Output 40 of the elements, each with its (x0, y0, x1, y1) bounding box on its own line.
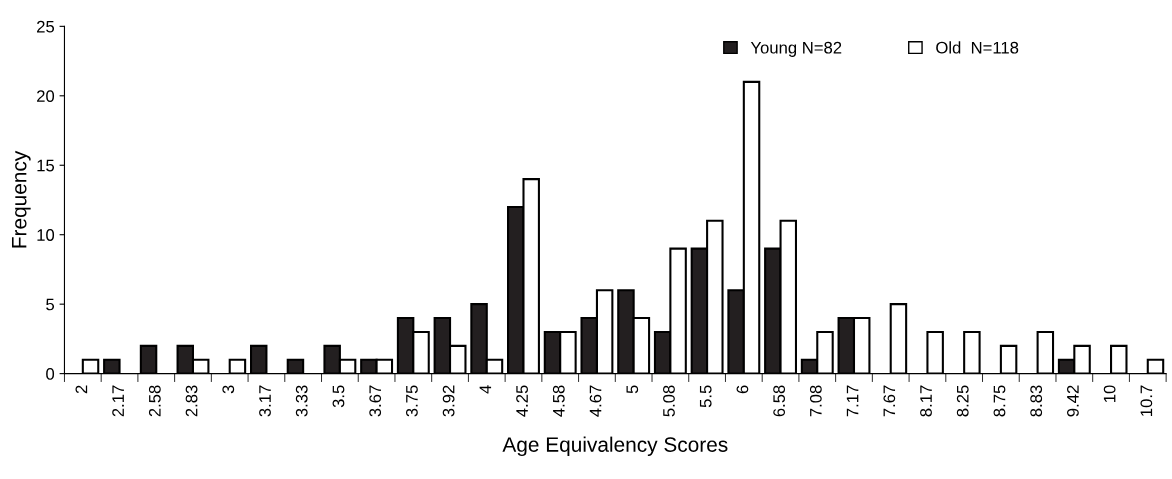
x-tick-label: 7.08 (809, 385, 822, 417)
x-tick-label: 10 (1103, 385, 1116, 402)
x-tick-label: 5.5 (699, 385, 712, 408)
x-tick-label: 10.7 (1140, 385, 1153, 416)
x-tick-label: 4.58 (552, 385, 565, 417)
x-axis-title: Age Equivalency Scores (502, 436, 728, 457)
x-tick-label: 2.17 (112, 385, 124, 417)
x-tick-label: 3.75 (406, 385, 418, 417)
x-tick-label: 8.75 (993, 385, 1006, 417)
x-tick-label: 2.58 (148, 385, 161, 417)
x-tick-label: 6 (736, 385, 749, 394)
legend-label: Old N=118 (936, 41, 1019, 54)
x-tick-label: 8.83 (1030, 385, 1043, 417)
x-tick-label: 3.33 (295, 385, 308, 417)
y-tick-label: 25 (37, 20, 55, 33)
y-tick-label: 10 (37, 229, 55, 241)
x-tick-label: 9.42 (1067, 385, 1079, 417)
x-tick-label: 6.58 (773, 385, 786, 417)
x-tick-label: 4.25 (516, 385, 528, 417)
y-tick-label: 15 (37, 159, 55, 172)
x-tick-label: 3 (222, 385, 235, 394)
x-tick-label: 2.83 (185, 385, 198, 417)
y-tick-label: 0 (46, 368, 55, 380)
x-tick-label: 7.17 (846, 385, 859, 417)
x-tick-label: 2 (75, 385, 88, 394)
y-axis-title: Frequency (11, 150, 31, 248)
y-tick-label: 5 (46, 298, 55, 311)
x-tick-label: 5 (626, 385, 639, 394)
x-tick-label: 3.17 (259, 385, 271, 417)
x-tick-label: 3.5 (332, 385, 345, 408)
x-tick-label: 8.25 (956, 385, 969, 417)
x-tick-label: 4 (479, 385, 492, 394)
x-tick-label: 3.67 (369, 385, 382, 417)
x-tick-label: 7.67 (883, 385, 896, 417)
y-tick-label: 20 (37, 90, 55, 102)
x-tick-label: 8.17 (920, 385, 932, 417)
x-tick-label: 4.67 (589, 385, 602, 417)
legend-label: Young N=82 (750, 41, 842, 57)
x-tick-label: 5.08 (663, 385, 675, 417)
x-tick-label: 3.92 (442, 385, 455, 417)
